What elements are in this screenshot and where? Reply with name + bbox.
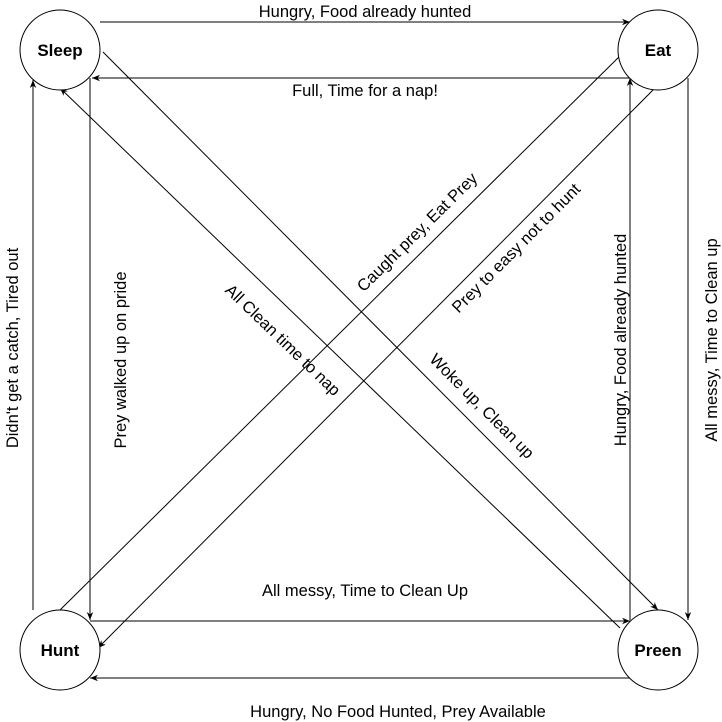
label-sleep-to-eat: Hungry, Food already hunted	[259, 3, 472, 21]
label-sleep-to-hunt: Prey walked up on pride	[112, 271, 130, 448]
label-hunt-to-eat: Caught prey, Eat Prey	[354, 169, 482, 295]
label-eat-to-hunt: Prey to easy not to hunt	[449, 180, 585, 317]
label-hunt-to-preen: All messy, Time to Clean Up	[262, 582, 468, 600]
label-hunt-to-sleep: Didn't get a catch, Tired out	[4, 247, 22, 448]
label-eat-to-sleep: Full, Time for a nap!	[292, 82, 438, 100]
edge-preen-to-sleep	[59, 87, 621, 629]
edge-sleep-to-preen	[102, 51, 659, 611]
state-sleep[interactable]: Sleep	[19, 9, 101, 91]
state-preen[interactable]: Preen	[617, 609, 699, 691]
label-preen-to-eat: Hungry, Food already hunted	[612, 234, 630, 447]
state-sleep-label: Sleep	[37, 41, 82, 60]
state-preen-label: Preen	[634, 641, 681, 660]
label-sleep-to-preen: Woke up, Clean up	[426, 350, 537, 462]
state-eat[interactable]: Eat	[617, 9, 699, 91]
state-eat-label: Eat	[645, 41, 672, 60]
state-hunt-label: Hunt	[41, 641, 80, 660]
edge-hunt-to-eat	[59, 47, 629, 611]
state-hunt[interactable]: Hunt	[19, 609, 101, 691]
label-eat-to-preen: All messy, Time to Clean up	[703, 238, 721, 441]
edge-eat-to-hunt	[97, 87, 656, 649]
label-preen-to-hunt: Hungry, No Food Hunted, Prey Available	[250, 703, 546, 721]
label-preen-to-sleep: All Clean time to nap	[221, 281, 343, 400]
